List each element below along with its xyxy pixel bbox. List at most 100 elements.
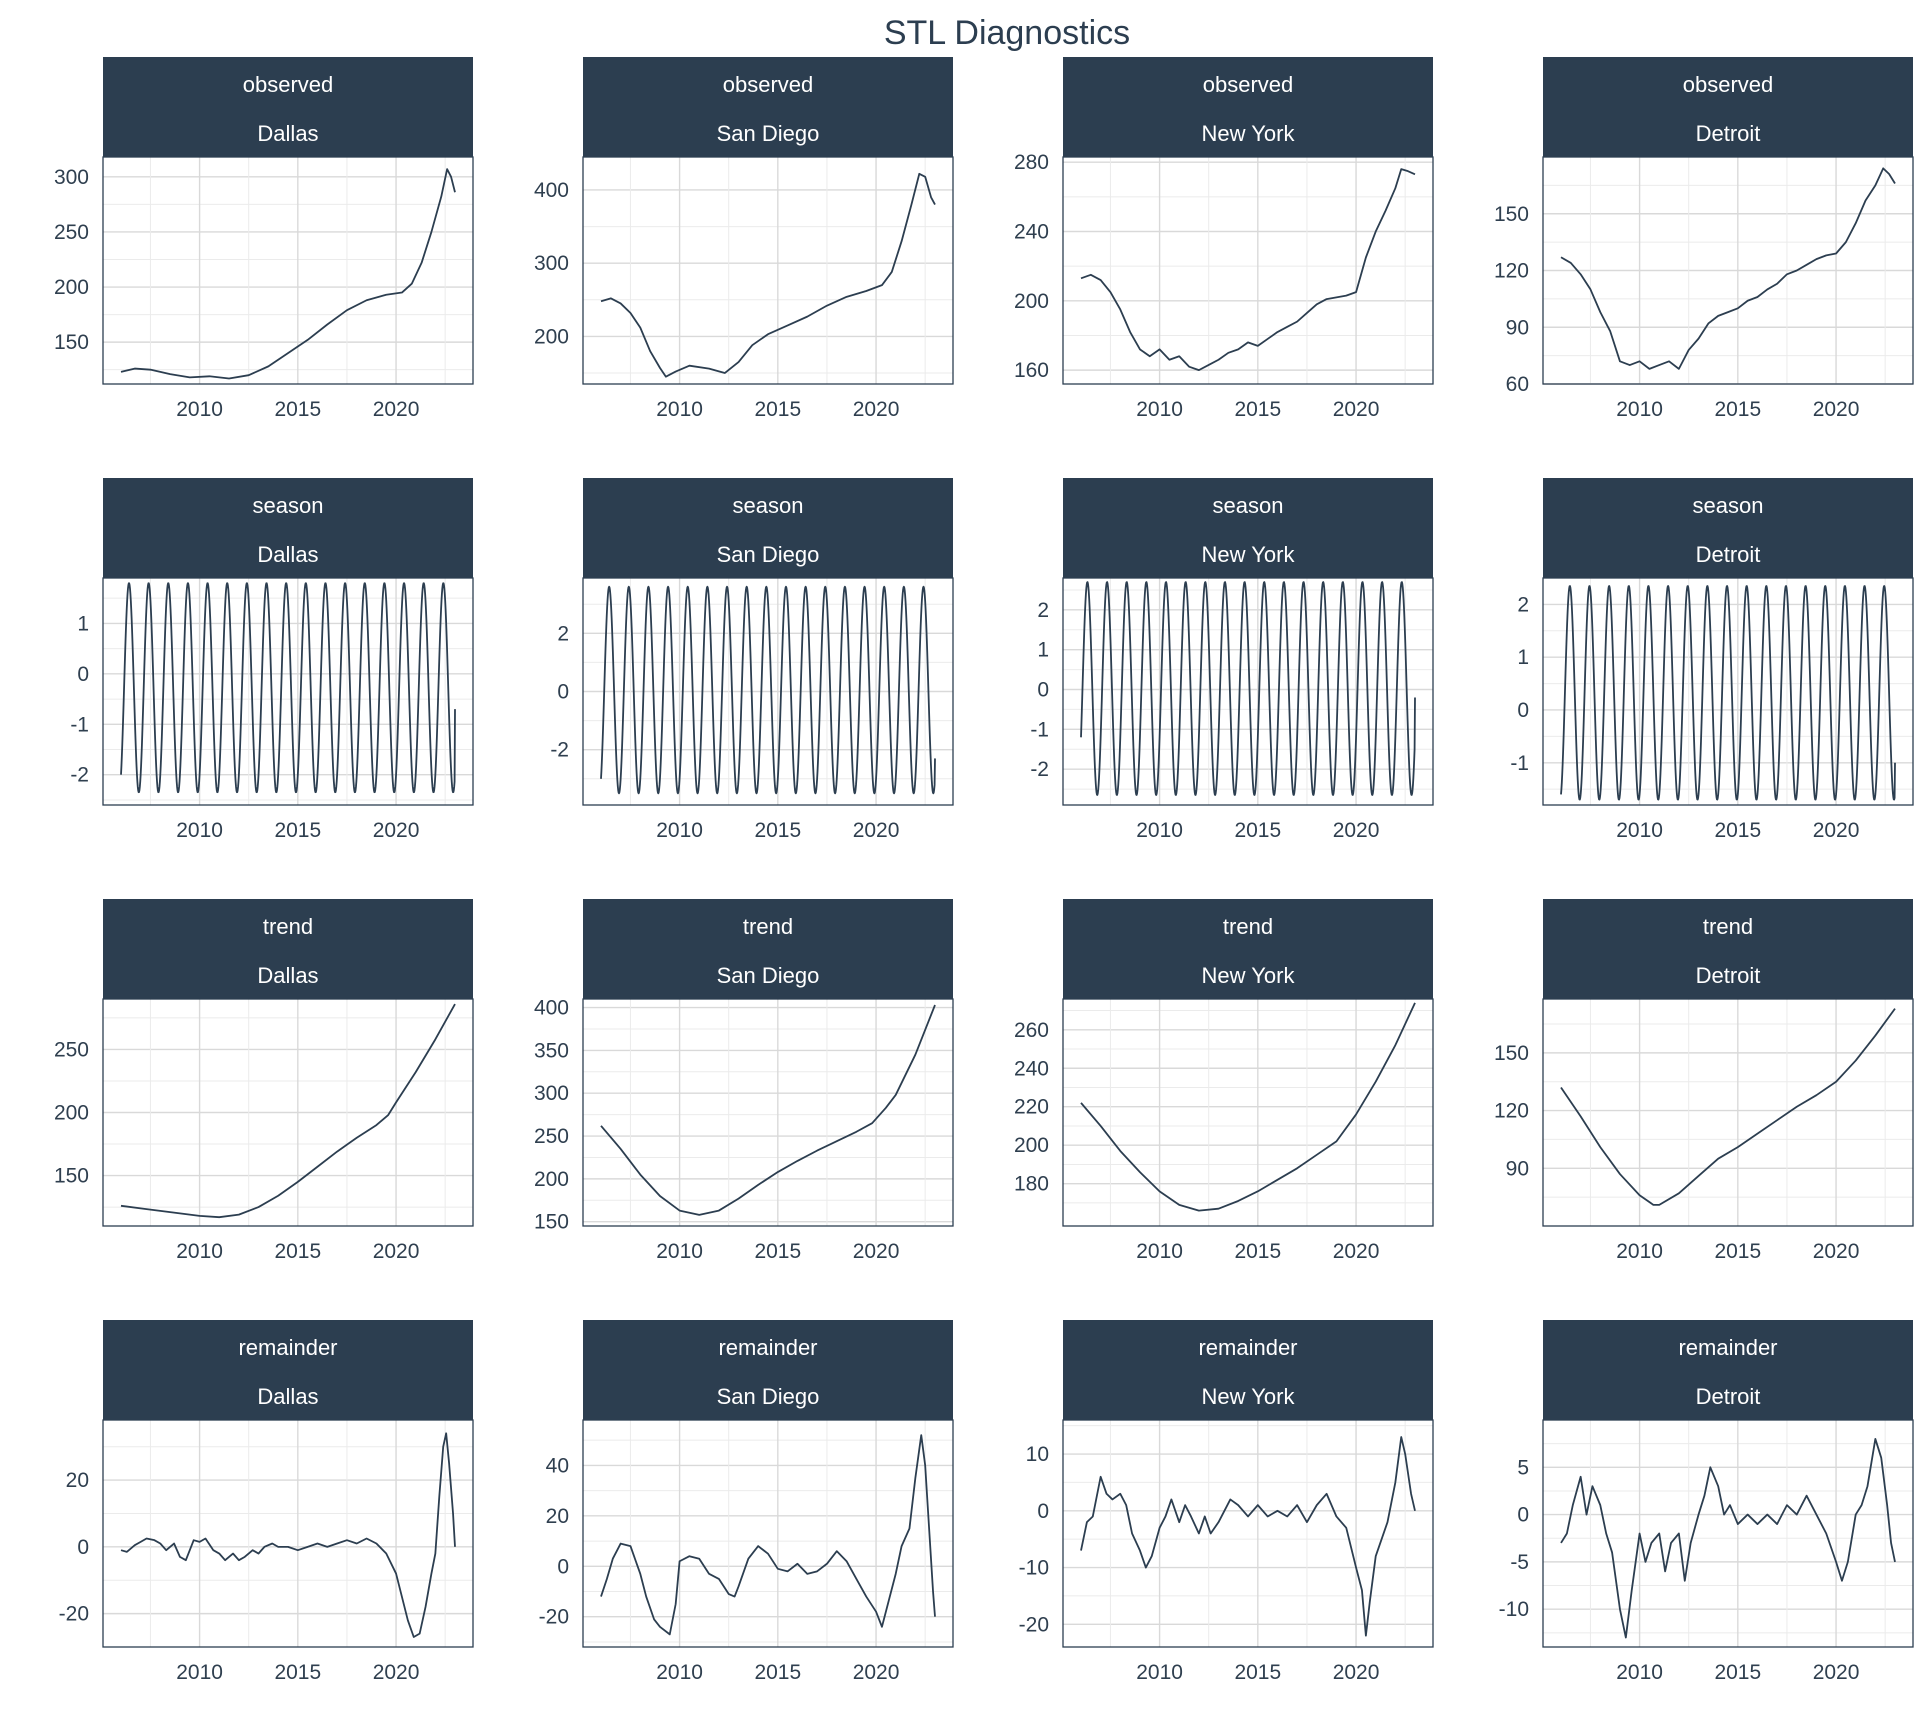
y-tick-label: 90 (1506, 1157, 1529, 1180)
x-tick-label: 2010 (1616, 1661, 1663, 1684)
x-tick-label: 2020 (853, 1661, 900, 1684)
y-tick-label: 0 (557, 1555, 569, 1578)
x-tick-label: 2020 (1813, 1661, 1860, 1684)
x-tick-label: 2015 (1714, 1240, 1761, 1263)
strip-component-label: remainder (238, 1335, 337, 1360)
panel-trend-san-diego: trend San Diego 150 200 250 300 350 400 2010 2015… (534, 899, 954, 1263)
panel-border (1542, 156, 1914, 385)
series-line-observed-san-diego (600, 172, 936, 378)
series-line-trend-dallas (120, 1003, 456, 1219)
strip-city-label: Dallas (257, 1384, 318, 1409)
x-tick-label: 2010 (1136, 1240, 1183, 1263)
y-tick-label: 150 (534, 1211, 569, 1234)
panel-border (582, 1419, 954, 1648)
strip-season-new-york (1063, 478, 1433, 578)
y-tick-label: 90 (1506, 316, 1529, 339)
y-tick-label: 0 (557, 681, 569, 704)
panel-border (582, 577, 954, 806)
y-tick-label: 0 (77, 1536, 89, 1559)
x-tick-label: 2020 (373, 1240, 420, 1263)
strip-component-label: remainder (1198, 1335, 1297, 1360)
panel-border (1542, 998, 1914, 1227)
strip-observed-san-diego (583, 57, 953, 157)
y-tick-label: 200 (1014, 290, 1049, 313)
x-tick-label: 2010 (1616, 1240, 1663, 1263)
strip-component-label: observed (1203, 72, 1294, 97)
strip-city-label: San Diego (717, 542, 820, 567)
x-tick-label: 2010 (176, 819, 223, 842)
x-tick-label: 2015 (754, 819, 801, 842)
plot-area (583, 1420, 953, 1647)
y-tick-label: 300 (54, 166, 89, 189)
y-tick-label: 0 (1037, 1500, 1049, 1523)
panel-remainder-san-diego: remainder San Diego -20 0 20 40 2010 2015 2020 (539, 1320, 954, 1684)
y-tick-label: -1 (1030, 718, 1049, 741)
panel-border (1062, 998, 1434, 1227)
strip-component-label: trend (743, 914, 793, 939)
x-tick-label: 2010 (656, 819, 703, 842)
x-tick-label: 2020 (1813, 1240, 1860, 1263)
y-tick-label: -20 (1019, 1613, 1049, 1636)
y-tick-label: 0 (1517, 1504, 1529, 1527)
strip-remainder-dallas (103, 1320, 473, 1420)
strip-component-label: remainder (1678, 1335, 1777, 1360)
x-tick-label: 2020 (1813, 819, 1860, 842)
x-tick-label: 2010 (176, 1240, 223, 1263)
panel-border (102, 156, 474, 385)
y-tick-label: 260 (1014, 1019, 1049, 1042)
x-tick-label: 2015 (754, 1240, 801, 1263)
y-tick-label: 1 (1037, 639, 1049, 662)
strip-observed-detroit (1543, 57, 1913, 157)
panel-season-san-diego: season San Diego -2 0 2 2010 2015 2020 (550, 478, 954, 842)
strip-city-label: New York (1202, 542, 1296, 567)
y-tick-label: 20 (546, 1505, 569, 1528)
x-tick-label: 2020 (853, 398, 900, 421)
x-tick-label: 2010 (1616, 398, 1663, 421)
plot-area (1063, 1420, 1433, 1647)
y-tick-label: -10 (1499, 1598, 1529, 1621)
strip-city-label: San Diego (717, 963, 820, 988)
y-tick-label: -2 (70, 764, 89, 787)
plot-area (1063, 157, 1433, 384)
strip-observed-new-york (1063, 57, 1433, 157)
y-tick-label: 120 (1494, 260, 1529, 283)
series-line-remainder-new-york (1080, 1436, 1416, 1637)
y-tick-label: 240 (1014, 1057, 1049, 1080)
panel-border (1062, 156, 1434, 385)
y-tick-label: 40 (546, 1454, 569, 1477)
x-tick-label: 2010 (656, 1661, 703, 1684)
panel-season-dallas: season Dallas -2 -1 0 1 2010 2015 2020 (70, 478, 474, 842)
y-tick-label: -5 (1510, 1551, 1529, 1574)
strip-city-label: Dallas (257, 963, 318, 988)
strip-component-label: trend (1703, 914, 1753, 939)
plot-area (103, 157, 473, 384)
x-tick-label: 2020 (373, 398, 420, 421)
x-tick-label: 2010 (1136, 398, 1183, 421)
y-tick-label: 200 (54, 1102, 89, 1125)
x-tick-label: 2020 (1333, 1661, 1380, 1684)
strip-city-label: San Diego (717, 121, 820, 146)
x-tick-label: 2010 (176, 398, 223, 421)
y-tick-label: 2 (1517, 593, 1529, 616)
y-tick-label: 150 (1494, 1042, 1529, 1065)
strip-city-label: New York (1202, 121, 1296, 146)
y-tick-label: 0 (1517, 699, 1529, 722)
strip-component-label: season (253, 493, 324, 518)
strip-observed-dallas (103, 57, 473, 157)
panel-observed-new-york: observed New York 160 200 240 280 2010 2015 2020 (1014, 57, 1434, 421)
strip-component-label: observed (243, 72, 334, 97)
panel-observed-san-diego: observed San Diego 200 300 400 2010 2015 2020 (534, 57, 954, 421)
x-tick-label: 2015 (1714, 819, 1761, 842)
x-tick-label: 2015 (1234, 819, 1281, 842)
strip-component-label: trend (1223, 914, 1273, 939)
panel-remainder-new-york: remainder New York -20 -10 0 10 2010 2015 2020 (1019, 1320, 1434, 1684)
plot-area (1543, 999, 1913, 1226)
panel-border (1542, 577, 1914, 806)
y-tick-label: 250 (54, 1038, 89, 1061)
series-line-observed-dallas (120, 168, 456, 380)
panel-border (102, 577, 474, 806)
y-tick-label: 200 (1014, 1134, 1049, 1157)
y-tick-label: 1 (1517, 646, 1529, 669)
